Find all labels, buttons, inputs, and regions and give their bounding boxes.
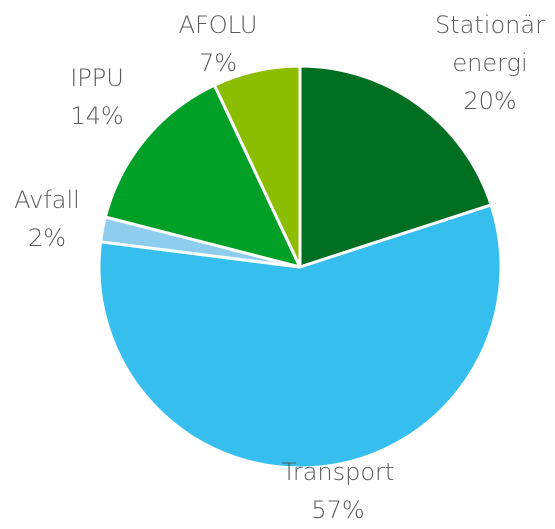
pie-slice bbox=[103, 83, 302, 269]
slice-label: Avfall 2% bbox=[0, 181, 112, 257]
slice-label: Transport 57% bbox=[273, 453, 403, 529]
value-label: 14% bbox=[70, 102, 124, 130]
category-label: Stationär energi bbox=[435, 11, 545, 77]
value-label: 57% bbox=[311, 496, 365, 524]
slice-label: Stationär energi 20% bbox=[425, 6, 555, 120]
slice-label: IPPU 14% bbox=[32, 59, 162, 135]
slice-label: AFOLU 7% bbox=[153, 6, 283, 82]
pie-slice bbox=[212, 64, 302, 269]
category-label: Avfall bbox=[14, 186, 80, 214]
value-label: 7% bbox=[198, 49, 238, 77]
pie-slice bbox=[97, 203, 503, 470]
category-label: Transport bbox=[281, 458, 395, 486]
value-label: 2% bbox=[27, 224, 67, 252]
pie-slice bbox=[298, 64, 493, 269]
value-label: 20% bbox=[463, 87, 517, 115]
category-label: IPPU bbox=[70, 64, 124, 92]
category-label: AFOLU bbox=[178, 11, 258, 39]
